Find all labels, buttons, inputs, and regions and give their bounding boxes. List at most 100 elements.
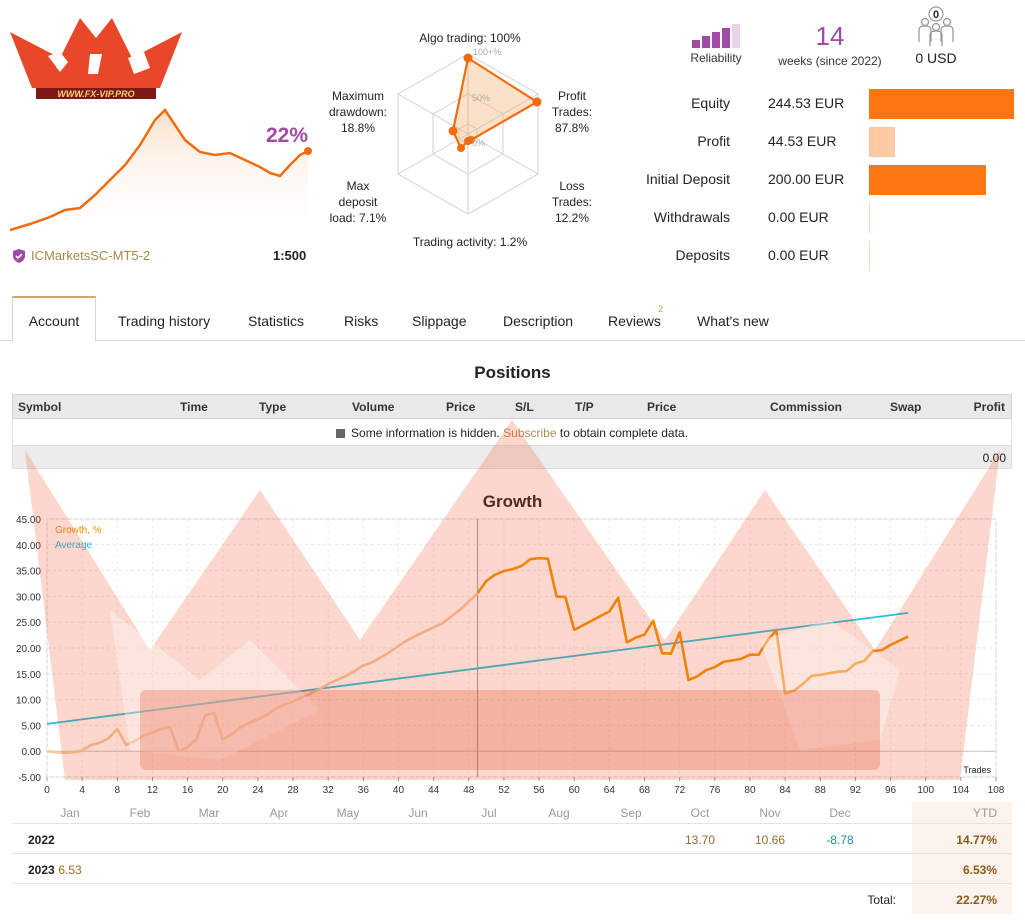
reliability-bar (692, 40, 700, 48)
x-tick-label: 32 (323, 785, 335, 796)
x-tick-label: 36 (358, 785, 370, 796)
tab-description[interactable]: Description (503, 313, 574, 329)
tab-bar: Account Trading history Statistics Risks… (0, 296, 1025, 342)
stat-label: Withdrawals (653, 209, 730, 225)
radar-point-profit[interactable] (532, 97, 542, 107)
month-value: -8.78 (826, 833, 854, 847)
col-commission[interactable]: Commission (770, 400, 843, 414)
tab-trading-history[interactable]: Trading history (118, 313, 211, 329)
stat-row-profit: Profit 44.53 EUR (620, 127, 1020, 157)
col-symbol[interactable]: Symbol (18, 400, 62, 414)
tab-account[interactable]: Account (12, 296, 96, 342)
month-header: Jun (408, 806, 428, 820)
mini-growth-line (10, 108, 309, 232)
radar-ring-100: 100+% (473, 47, 501, 57)
y-tick-label: 35.00 (16, 567, 41, 578)
x-tick-label: 4 (79, 785, 85, 796)
col-price-current[interactable]: Price (647, 400, 677, 414)
x-tick-label: 104 (953, 785, 970, 796)
month-header: Dec (829, 806, 851, 820)
weeks-label: weeks (since 2022) (778, 54, 882, 68)
stat-value: 0.00 EUR (768, 247, 829, 263)
subscribers-icon: 0 (918, 6, 954, 46)
y-tick-label: -5.00 (18, 773, 41, 784)
y-tick-label: 5.00 (22, 721, 42, 732)
x-axis-label: Trades (963, 765, 991, 775)
reliability-bar (702, 36, 710, 48)
x-tick-label: 40 (393, 785, 405, 796)
monthly-header-row: Jan Feb Mar Apr May Jun Jul Aug Sep Oct Nov Dec YTD (12, 802, 1012, 824)
growth-line (476, 556, 909, 695)
stat-value: 0.00 EUR (768, 209, 829, 225)
month-header: Apr (269, 806, 289, 820)
monthly-total-row: Total: 22.27% (12, 884, 1012, 914)
tab-slippage[interactable]: Slippage (412, 313, 467, 329)
monthly-row-2022: 2022 13.70 10.66 -8.78 14.77% (12, 824, 1012, 854)
reliability-bar (712, 32, 720, 48)
x-tick-label: 68 (639, 785, 651, 796)
site-logo[interactable]: WWW.FX-VIP.PRO (10, 18, 182, 100)
mini-growth-endpoint (304, 147, 312, 155)
month-header: Sep (620, 806, 642, 820)
tab-reviews[interactable]: Reviews (608, 313, 661, 329)
monthly-returns-table: Jan Feb Mar Apr May Jun Jul Aug Sep Oct Nov Dec YTD 2… (12, 802, 1012, 914)
tab-whats-new[interactable]: What's new (697, 313, 769, 329)
col-volume[interactable]: Volume (352, 400, 395, 414)
total-value: 22.27% (956, 893, 997, 907)
radar-loss-line2: Trades: (551, 195, 593, 209)
hidden-info-row: Some information is hidden. Subscribe to… (12, 419, 1012, 445)
col-sl[interactable]: S/L (515, 400, 534, 414)
radar-label-algo: Algo trading: 100% (419, 31, 521, 45)
radar-label-load: Max deposit load: 7.1% (320, 178, 396, 226)
ytd-column-bg (912, 802, 1012, 823)
radar-loss-line3: 12.2% (554, 211, 590, 225)
col-time[interactable]: Time (180, 400, 208, 414)
radar-label-activity: Trading activity: 1.2% (412, 235, 528, 249)
col-profit[interactable]: Profit (973, 400, 1005, 414)
average-line (46, 612, 909, 725)
y-tick-label: 0.00 (22, 747, 42, 758)
y-tick-label: 10.00 (16, 696, 41, 707)
x-tick-label: 108 (988, 785, 1005, 796)
radar-point-drawdown[interactable] (448, 126, 458, 136)
reliability-indicator[interactable]: Reliability (684, 24, 748, 65)
legend-growth: Growth, % (55, 525, 102, 536)
radar-point-activity[interactable] (464, 137, 472, 145)
tab-risks[interactable]: Risks (344, 313, 379, 329)
stat-label: Equity (691, 95, 730, 111)
weeks-number: 14 (815, 21, 845, 51)
stat-value: 44.53 EUR (768, 133, 837, 149)
month-header: Jul (481, 806, 497, 820)
radar-point-algo[interactable] (463, 53, 473, 63)
radar-label-profit: Profit Trades: 87.8% (542, 88, 602, 136)
col-swap[interactable]: Swap (890, 400, 922, 414)
radar-ring-0: 0% (472, 138, 485, 148)
growth-line-faded (46, 592, 479, 754)
col-price-open[interactable]: Price (446, 400, 476, 414)
col-tp[interactable]: T/P (575, 400, 594, 414)
growth-chart: -5.00 0.00 5.00 10.00 15.00 20.00 25.00 30.00 35… (16, 515, 1005, 796)
hidden-info-text: Some information is hidden. (351, 426, 500, 440)
x-tick-label: 52 (498, 785, 510, 796)
subscribe-link[interactable]: Subscribe (503, 426, 557, 440)
mini-growth-chart (10, 108, 312, 240)
x-tick-label: 100 (917, 785, 934, 796)
x-tick-label: 80 (744, 785, 756, 796)
stat-row-initial-deposit: Initial Deposit 200.00 EUR (620, 165, 1020, 195)
month-value: 10.66 (754, 833, 786, 847)
month-header: Oct (690, 806, 710, 820)
x-tick-label: 88 (815, 785, 827, 796)
reliability-label: Reliability (690, 51, 742, 65)
broker-name[interactable]: ICMarketsSC-MT5-2 (31, 248, 151, 263)
tab-statistics[interactable]: Statistics (248, 313, 305, 329)
subscribers-indicator[interactable]: 0 0 USD (906, 6, 966, 66)
col-type[interactable]: Type (259, 400, 287, 414)
subscription-price: 0 USD (915, 50, 957, 66)
month-header: Nov (759, 806, 781, 820)
broker-server[interactable]: ICMarketsSC-MT5-2 (12, 248, 150, 263)
positions-total-profit: 0.00 (982, 451, 1006, 465)
gain-percent: 22% (266, 124, 309, 147)
radar-point-load[interactable] (457, 144, 465, 152)
stat-row-equity: Equity 244.53 EUR (620, 89, 1020, 119)
x-tick-label: 76 (709, 785, 721, 796)
